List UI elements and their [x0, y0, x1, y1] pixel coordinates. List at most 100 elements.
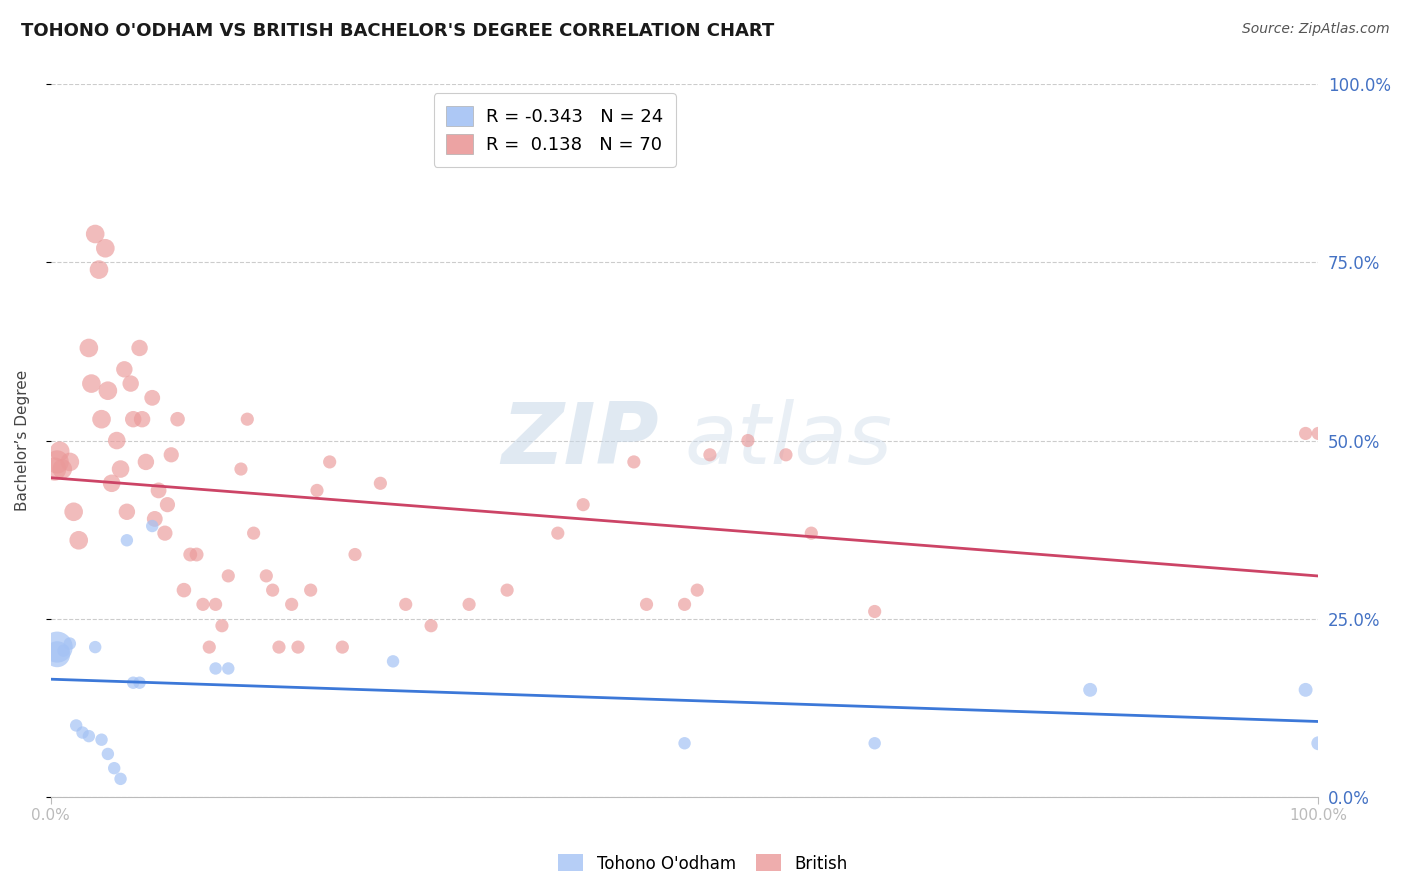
- Text: ZIP: ZIP: [502, 399, 659, 482]
- Point: [110, 462, 132, 476]
- Point: [112, 362, 135, 376]
- Point: [84, 227, 107, 241]
- Point: [84, 640, 107, 654]
- Point: [128, 675, 150, 690]
- Y-axis label: Bachelor’s Degree: Bachelor’s Degree: [15, 370, 30, 511]
- Point: [305, 483, 328, 498]
- Point: [62, 505, 84, 519]
- Point: [254, 569, 277, 583]
- Point: [141, 391, 163, 405]
- Point: [48, 444, 70, 458]
- Point: [800, 526, 823, 541]
- Point: [122, 412, 145, 426]
- Point: [156, 498, 179, 512]
- Point: [330, 640, 353, 654]
- Point: [65, 718, 87, 732]
- Point: [179, 548, 201, 562]
- Point: [242, 526, 264, 541]
- Point: [80, 376, 103, 391]
- Point: [97, 384, 120, 398]
- Point: [198, 640, 221, 654]
- Point: [287, 640, 309, 654]
- Point: [44, 462, 66, 476]
- Text: Source: ZipAtlas.com: Source: ZipAtlas.com: [1241, 22, 1389, 37]
- Point: [191, 598, 214, 612]
- Point: [229, 462, 252, 476]
- Point: [166, 412, 188, 426]
- Point: [699, 448, 721, 462]
- Point: [160, 448, 183, 462]
- Point: [87, 262, 110, 277]
- Point: [370, 476, 392, 491]
- Point: [103, 761, 125, 775]
- Point: [217, 661, 239, 675]
- Point: [115, 533, 138, 548]
- Point: [105, 434, 128, 448]
- Point: [131, 412, 153, 426]
- Point: [737, 434, 759, 448]
- Point: [51, 462, 73, 476]
- Point: [1078, 682, 1101, 697]
- Text: TOHONO O'ODHAM VS BRITISH BACHELOR'S DEGREE CORRELATION CHART: TOHONO O'ODHAM VS BRITISH BACHELOR'S DEG…: [21, 22, 775, 40]
- Point: [496, 583, 519, 598]
- Point: [143, 512, 166, 526]
- Point: [547, 526, 569, 541]
- Point: [262, 583, 284, 598]
- Point: [115, 505, 138, 519]
- Point: [135, 455, 157, 469]
- Point: [153, 526, 176, 541]
- Point: [100, 476, 122, 491]
- Point: [67, 533, 90, 548]
- Point: [59, 455, 82, 469]
- Point: [97, 747, 120, 761]
- Point: [122, 675, 145, 690]
- Point: [686, 583, 709, 598]
- Point: [211, 619, 233, 633]
- Point: [775, 448, 797, 462]
- Point: [77, 341, 100, 355]
- Point: [52, 643, 75, 657]
- Point: [46, 647, 69, 661]
- Point: [458, 598, 481, 612]
- Legend: Tohono O'odham, British: Tohono O'odham, British: [551, 847, 855, 880]
- Point: [204, 661, 226, 675]
- Point: [72, 725, 94, 739]
- Point: [318, 455, 340, 469]
- Point: [863, 736, 886, 750]
- Point: [1308, 736, 1330, 750]
- Point: [46, 455, 69, 469]
- Point: [1295, 682, 1317, 697]
- Point: [77, 729, 100, 743]
- Point: [636, 598, 658, 612]
- Point: [90, 412, 112, 426]
- Point: [572, 498, 595, 512]
- Point: [217, 569, 239, 583]
- Point: [267, 640, 290, 654]
- Point: [1308, 426, 1330, 441]
- Point: [395, 598, 418, 612]
- Point: [623, 455, 645, 469]
- Point: [141, 519, 163, 533]
- Point: [90, 732, 112, 747]
- Point: [186, 548, 208, 562]
- Point: [1295, 426, 1317, 441]
- Point: [673, 598, 696, 612]
- Point: [344, 548, 367, 562]
- Point: [120, 376, 142, 391]
- Point: [94, 241, 117, 255]
- Point: [382, 654, 405, 668]
- Point: [204, 598, 226, 612]
- Point: [110, 772, 132, 786]
- Legend: R = -0.343   N = 24, R =  0.138   N = 70: R = -0.343 N = 24, R = 0.138 N = 70: [434, 94, 676, 167]
- Point: [280, 598, 302, 612]
- Point: [173, 583, 195, 598]
- Point: [863, 605, 886, 619]
- Point: [148, 483, 170, 498]
- Point: [128, 341, 150, 355]
- Point: [420, 619, 443, 633]
- Point: [59, 636, 82, 650]
- Text: atlas: atlas: [685, 399, 893, 482]
- Point: [46, 640, 69, 654]
- Point: [299, 583, 322, 598]
- Point: [673, 736, 696, 750]
